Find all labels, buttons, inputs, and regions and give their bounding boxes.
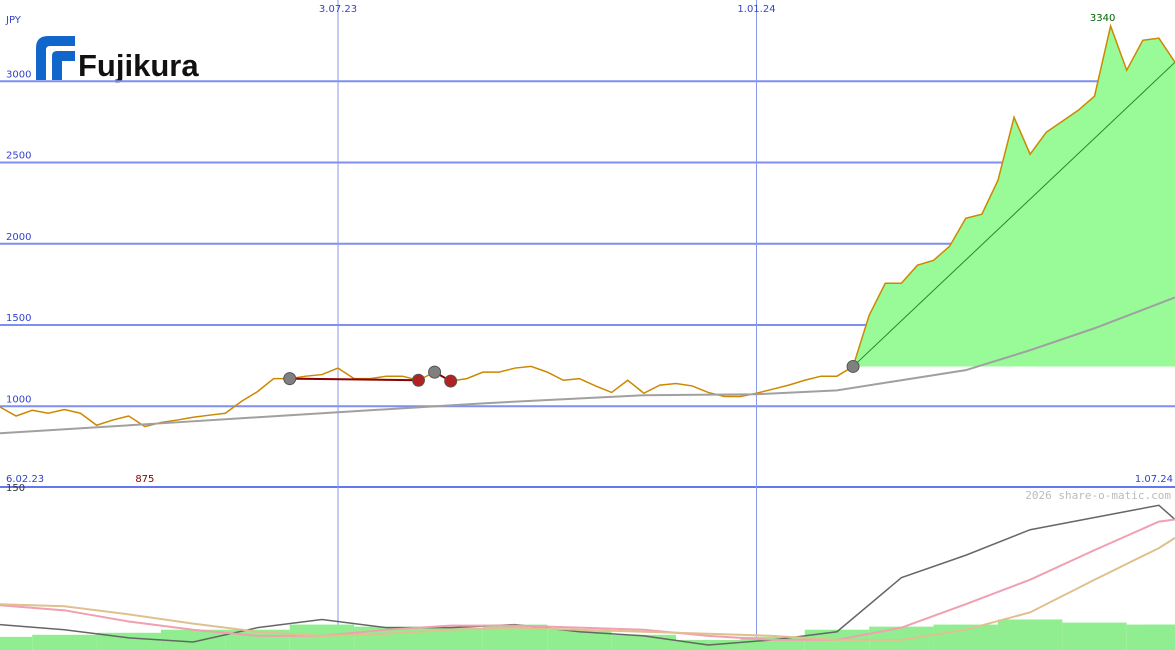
volume-bar: [96, 632, 161, 650]
signal-marker: [283, 372, 297, 386]
watermark: 2026 share-o-matic.com: [1025, 489, 1171, 502]
indicator-line: [0, 504, 1175, 646]
x-tick-label: 3.07.23: [319, 4, 357, 15]
y-tick-label: 2000: [6, 232, 31, 243]
currency: JPY: [5, 15, 22, 26]
y-tick-label: 1000: [6, 394, 31, 405]
gain-area: [853, 26, 1175, 367]
volume-bar: [997, 619, 1063, 650]
volume-bar: [32, 634, 97, 650]
signal-marker: [411, 373, 425, 387]
x-start-label: 6.02.23: [6, 474, 44, 485]
indicator-tick-label: 150: [6, 483, 25, 494]
volume-bar: [933, 624, 998, 650]
volume-bar: [418, 627, 483, 650]
trend-line: [852, 61, 1175, 367]
y-tick-label: 3000: [6, 69, 31, 80]
x-end-label: 1.07.24: [1135, 474, 1173, 485]
volume-bar: [547, 629, 612, 650]
volume-bar: [611, 634, 677, 650]
volume-bar: [289, 624, 355, 650]
logo-icon: [36, 36, 75, 80]
volume-bar: [869, 626, 934, 650]
volume-bar: [0, 636, 33, 650]
trade-line: [289, 377, 419, 382]
indicator-line: [0, 537, 1175, 641]
high-label: 3340: [1090, 13, 1115, 24]
logo: Fujikura: [36, 36, 199, 83]
logo-icon: [52, 51, 75, 80]
signal-marker: [428, 365, 442, 379]
volume-bar: [160, 629, 226, 650]
indicator-line: [0, 518, 1175, 641]
y-tick-label: 2500: [6, 151, 31, 162]
signal-marker: [444, 374, 458, 388]
low-label: 875: [135, 474, 154, 485]
x-tick-label: 1.01.24: [737, 4, 775, 15]
volume-bar: [1062, 622, 1127, 650]
y-tick-label: 1500: [6, 313, 31, 324]
logo-text: Fujikura: [78, 48, 199, 83]
signal-marker: [846, 359, 860, 373]
volume-bar: [1142, 624, 1175, 650]
price-line: [0, 23, 1175, 428]
average-line: [0, 296, 1175, 435]
